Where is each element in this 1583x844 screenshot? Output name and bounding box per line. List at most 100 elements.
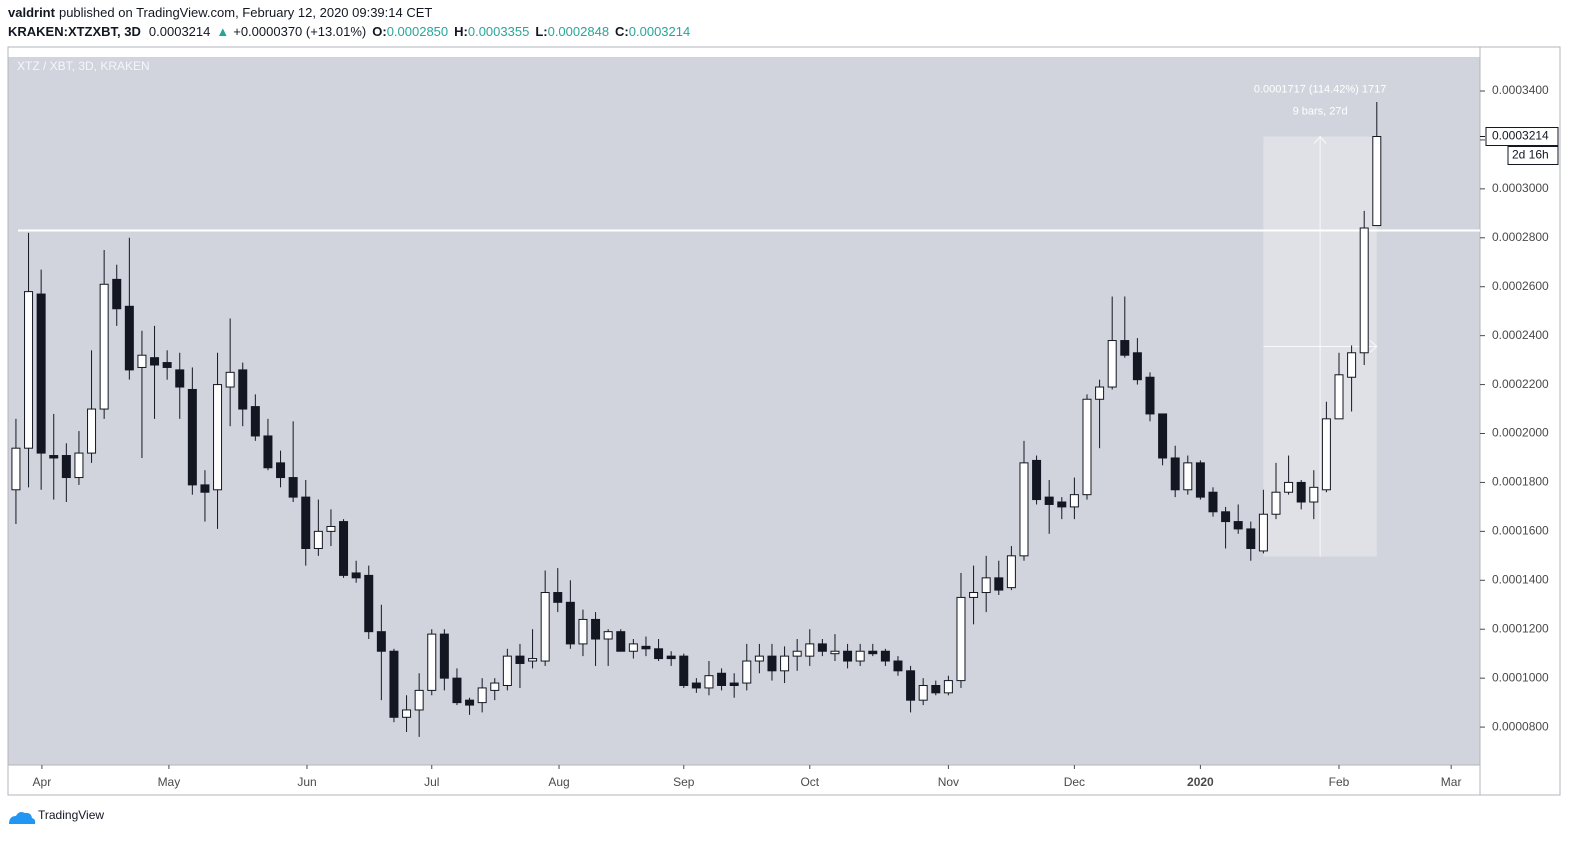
ohlc-value: 0.0002848 bbox=[548, 24, 609, 39]
candle-body bbox=[137, 354, 147, 368]
y-tick-label: 0.0001000 bbox=[1492, 670, 1549, 684]
candle-body bbox=[1221, 511, 1231, 523]
change: +0.0000370 (+13.01%) bbox=[233, 24, 366, 39]
last-price: 0.0003214 bbox=[149, 24, 210, 39]
plot-layer bbox=[11, 102, 1480, 737]
candle-body bbox=[1233, 521, 1243, 530]
candle-body bbox=[918, 684, 928, 701]
candle-body bbox=[792, 650, 802, 657]
candle-body bbox=[994, 577, 1004, 591]
candle-body bbox=[1032, 459, 1042, 501]
brand[interactable]: TradingView bbox=[38, 808, 104, 822]
chart-title: XTZ / XBT, 3D, KRAKEN bbox=[17, 59, 150, 73]
candle-body bbox=[843, 650, 853, 662]
y-tick-label: 0.0003400 bbox=[1492, 83, 1549, 97]
candle-body bbox=[402, 709, 412, 718]
candle-body bbox=[339, 521, 349, 576]
candle-body bbox=[880, 650, 890, 662]
ohlc-label: O: bbox=[372, 24, 386, 39]
candle-body bbox=[389, 650, 399, 718]
logo-icon bbox=[9, 812, 36, 824]
chart-frame bbox=[7, 46, 1561, 796]
x-tick-label: Jul bbox=[424, 775, 439, 789]
y-tick-label: 0.0002600 bbox=[1492, 279, 1549, 293]
candle-body bbox=[1246, 528, 1256, 549]
candle-body bbox=[767, 655, 777, 672]
candle-body bbox=[830, 650, 840, 655]
candle-body bbox=[276, 462, 286, 479]
countdown: 2d 16h bbox=[1512, 148, 1549, 162]
candle-body bbox=[213, 384, 223, 491]
candle-body bbox=[868, 650, 878, 655]
x-tick-label: Sep bbox=[673, 775, 695, 789]
candle-body bbox=[603, 631, 613, 640]
candle-body bbox=[74, 452, 84, 479]
x-tick-label: Oct bbox=[800, 775, 819, 789]
candle-body bbox=[969, 592, 979, 598]
x-tick-label: Feb bbox=[1329, 775, 1350, 789]
candle-body bbox=[427, 633, 437, 691]
candle-body bbox=[150, 357, 160, 366]
candle-body bbox=[326, 525, 336, 532]
candle-body bbox=[301, 496, 311, 549]
candle-body bbox=[200, 484, 210, 493]
candle-body bbox=[981, 577, 991, 594]
ohlc-label: C: bbox=[615, 24, 629, 39]
candle-body bbox=[1145, 376, 1155, 415]
ohlc-value: 0.0002850 bbox=[387, 24, 448, 39]
candle-body bbox=[817, 643, 827, 652]
candle-body bbox=[540, 592, 550, 662]
y-tick-label: 0.0001200 bbox=[1492, 621, 1549, 635]
candle-body bbox=[263, 435, 273, 469]
y-tick-label: 0.0001400 bbox=[1492, 572, 1549, 586]
logo: TradingView bbox=[9, 808, 104, 824]
author: valdrint bbox=[8, 5, 56, 20]
candle-body bbox=[414, 689, 424, 711]
symbol: KRAKEN:XTZXBT, 3D bbox=[8, 24, 141, 39]
candle-body bbox=[1284, 481, 1294, 493]
candle-body bbox=[1183, 462, 1193, 491]
candle-body bbox=[578, 618, 588, 645]
candle-body bbox=[553, 592, 563, 603]
change-arrow: ▲ bbox=[216, 24, 229, 39]
y-tick-label: 0.0002400 bbox=[1492, 328, 1549, 342]
measure-bars: 9 bars, 27d bbox=[1293, 105, 1348, 117]
candle-body bbox=[1132, 352, 1142, 381]
candle-body bbox=[250, 406, 260, 437]
candle-body bbox=[528, 658, 538, 662]
candle-body bbox=[565, 601, 575, 645]
candle-body bbox=[1057, 501, 1067, 508]
measure-label: 0.0001717 (114.42%) 1717 bbox=[1254, 83, 1387, 95]
x-tick-label: Mar bbox=[1441, 775, 1462, 789]
candle-body bbox=[313, 530, 323, 549]
price-tag-label: 0.0003214 bbox=[1492, 129, 1549, 143]
candle-body bbox=[691, 682, 701, 689]
candle-body bbox=[162, 362, 172, 368]
candle-body bbox=[439, 633, 449, 679]
candle-body bbox=[1271, 491, 1281, 515]
candle-body bbox=[1095, 386, 1105, 400]
candle-body bbox=[1334, 374, 1344, 420]
candle-body bbox=[238, 369, 248, 410]
y-tick-label: 0.0002200 bbox=[1492, 377, 1549, 391]
candle-body bbox=[187, 388, 197, 486]
candle-body bbox=[943, 680, 953, 694]
candle-body bbox=[175, 369, 185, 388]
candle-body bbox=[465, 699, 475, 706]
measure-arrowhead bbox=[1369, 340, 1378, 353]
ohlc-label: L: bbox=[535, 24, 547, 39]
candle-body bbox=[225, 371, 235, 388]
candle-body bbox=[87, 408, 97, 454]
candle-body bbox=[11, 447, 21, 491]
candle-body bbox=[855, 650, 865, 662]
candle-body bbox=[931, 684, 941, 694]
y-tick-label: 0.0001800 bbox=[1492, 475, 1549, 489]
price-tag-box bbox=[1485, 127, 1559, 147]
ohlc-value: 0.0003355 bbox=[468, 24, 529, 39]
y-tick-label: 0.0002000 bbox=[1492, 426, 1549, 440]
candle-body bbox=[1069, 494, 1079, 508]
candle-body bbox=[24, 291, 34, 449]
candle-body bbox=[805, 643, 815, 657]
candle-body bbox=[1208, 491, 1218, 513]
time-axis bbox=[7, 764, 1481, 796]
